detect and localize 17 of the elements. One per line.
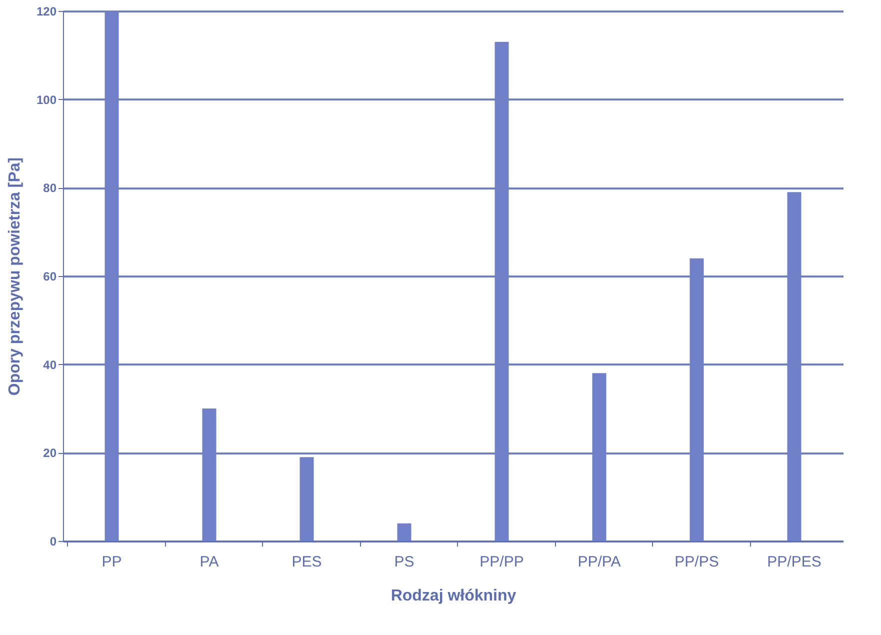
y-tick-label: 40 — [43, 358, 57, 372]
x-tick-label: PP/PA — [578, 554, 621, 570]
y-tick-label: 80 — [43, 181, 57, 196]
x-tick-label: PES — [292, 554, 322, 570]
x-tick-label: PP/PES — [767, 554, 822, 570]
y-axis-title: Opory przepywu powietrza [Pa] — [6, 157, 24, 396]
y-tick-label: 100 — [36, 92, 57, 107]
x-tick-label: PP/PS — [674, 554, 719, 570]
x-tick-label: PA — [200, 554, 219, 570]
y-tick-label: 0 — [50, 534, 57, 548]
y-tick-label: 60 — [43, 270, 57, 284]
x-tick-label: PS — [394, 554, 414, 570]
x-axis-title: Rodzaj włókniny — [390, 588, 516, 604]
y-tick-label: 120 — [36, 4, 57, 18]
x-tick-label: PP — [102, 554, 122, 570]
y-tick-label: 20 — [43, 446, 57, 460]
x-tick-label: PP/PP — [480, 554, 524, 570]
